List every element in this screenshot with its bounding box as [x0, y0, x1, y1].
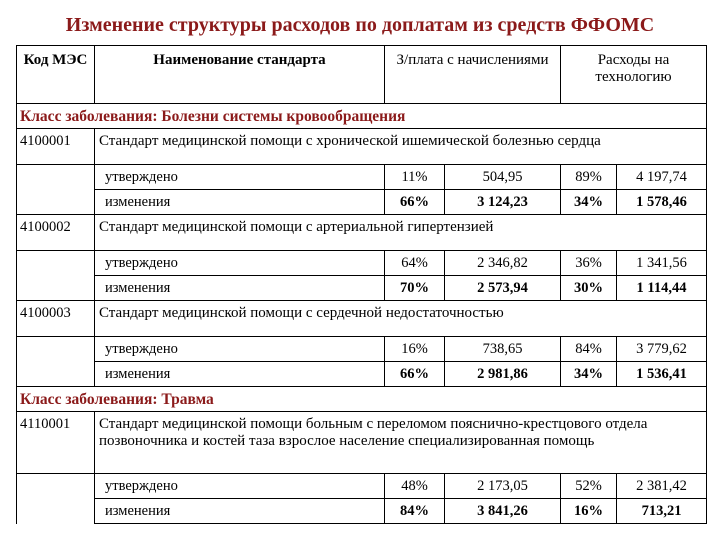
class-label: Класс заболевания: Травма	[15, 386, 708, 412]
expenses-table: Код МЭС Наименование стандарта З/плата с…	[15, 45, 708, 524]
row-label: изменения	[94, 498, 385, 524]
tech-percent: 30%	[560, 275, 618, 301]
class-row: Класс заболевания: Болезни системы крово…	[15, 103, 708, 129]
row-label: утверждено	[94, 473, 385, 499]
standard-code: 4100002	[16, 214, 95, 251]
tech-percent: 34%	[560, 361, 618, 387]
class-row: Класс заболевания: Травма	[15, 386, 708, 412]
tech-value: 4 197,74	[616, 164, 708, 190]
header-name: Наименование стандарта	[94, 45, 385, 104]
value-row: изменения 70% 2 573,94 30% 1 114,44	[16, 275, 708, 301]
standard-code: 4100001	[16, 128, 95, 165]
value-row: утверждено 11% 504,95 89% 4 197,74	[16, 164, 708, 190]
row-label: утверждено	[94, 250, 385, 276]
empty-cell	[16, 275, 95, 301]
salary-percent: 66%	[384, 189, 445, 215]
tech-value: 2 381,42	[616, 473, 708, 499]
tech-percent: 36%	[560, 250, 618, 276]
class-label: Класс заболевания: Болезни системы крово…	[15, 103, 708, 129]
row-label: изменения	[94, 189, 385, 215]
standard-row: 4100003 Стандарт медицинской помощи с сер…	[16, 300, 708, 337]
standard-name: Стандарт медицинской помощи с сердечной …	[93, 300, 708, 337]
page-title: Изменение структуры расходов по доплатам…	[65, 14, 655, 36]
value-row: изменения 66% 2 981,86 34% 1 536,41	[16, 361, 708, 387]
header-salary: З/плата с начислениями	[383, 45, 562, 104]
salary-value: 504,95	[443, 164, 562, 190]
value-row: утверждено 16% 738,65 84% 3 779,62	[16, 336, 708, 362]
salary-percent: 70%	[384, 275, 445, 301]
salary-percent: 84%	[384, 498, 445, 524]
header-tech: Расходы на технологию	[560, 45, 708, 104]
tech-percent: 34%	[560, 189, 618, 215]
tech-percent: 89%	[560, 164, 618, 190]
tech-percent: 16%	[560, 498, 618, 524]
standard-name: Стандарт медицинской помощи с хроническо…	[93, 128, 708, 165]
empty-cell	[16, 250, 95, 276]
tech-value: 1 536,41	[616, 361, 708, 387]
tech-value: 1 114,44	[616, 275, 708, 301]
tech-percent: 52%	[560, 473, 618, 499]
standard-row: 4100001 Стандарт медицинской помощи с хро…	[16, 128, 708, 165]
row-label: утверждено	[94, 164, 385, 190]
tech-value: 1 341,56	[616, 250, 708, 276]
salary-percent: 64%	[384, 250, 445, 276]
empty-cell	[16, 336, 95, 362]
salary-value: 2 573,94	[443, 275, 562, 301]
standard-code: 4100003	[16, 300, 95, 337]
standard-name: Стандарт медицинской помощи больным с пе…	[93, 411, 708, 474]
salary-value: 3 124,23	[443, 189, 562, 215]
empty-cell	[16, 164, 95, 190]
salary-value: 2 981,86	[443, 361, 562, 387]
header-row: Код МЭС Наименование стандарта З/плата с…	[16, 45, 708, 104]
standard-name: Стандарт медицинской помощи с артериальн…	[93, 214, 708, 251]
salary-value: 2 346,82	[443, 250, 562, 276]
salary-value: 3 841,26	[443, 498, 562, 524]
header-code: Код МЭС	[16, 45, 95, 104]
salary-percent: 11%	[384, 164, 445, 190]
row-label: утверждено	[94, 336, 385, 362]
row-label: изменения	[94, 361, 385, 387]
standard-row: 4100002 Стандарт медицинской помощи с арт…	[16, 214, 708, 251]
standard-row: 4110001 Стандарт медицинской помощи больн…	[16, 411, 708, 474]
empty-cell	[16, 498, 95, 524]
row-label: изменения	[94, 275, 385, 301]
tech-value: 713,21	[616, 498, 708, 524]
empty-cell	[16, 361, 95, 387]
salary-value: 738,65	[443, 336, 562, 362]
salary-percent: 16%	[384, 336, 445, 362]
empty-cell	[16, 189, 95, 215]
value-row: утверждено 48% 2 173,05 52% 2 381,42	[16, 473, 708, 499]
value-row: изменения 84% 3 841,26 16% 713,21	[16, 498, 708, 524]
tech-value: 3 779,62	[616, 336, 708, 362]
empty-cell	[16, 473, 95, 499]
value-row: изменения 66% 3 124,23 34% 1 578,46	[16, 189, 708, 215]
tech-percent: 84%	[560, 336, 618, 362]
salary-percent: 48%	[384, 473, 445, 499]
standard-code: 4110001	[16, 411, 95, 474]
value-row: утверждено 64% 2 346,82 36% 1 341,56	[16, 250, 708, 276]
salary-value: 2 173,05	[443, 473, 562, 499]
tech-value: 1 578,46	[616, 189, 708, 215]
salary-percent: 66%	[384, 361, 445, 387]
